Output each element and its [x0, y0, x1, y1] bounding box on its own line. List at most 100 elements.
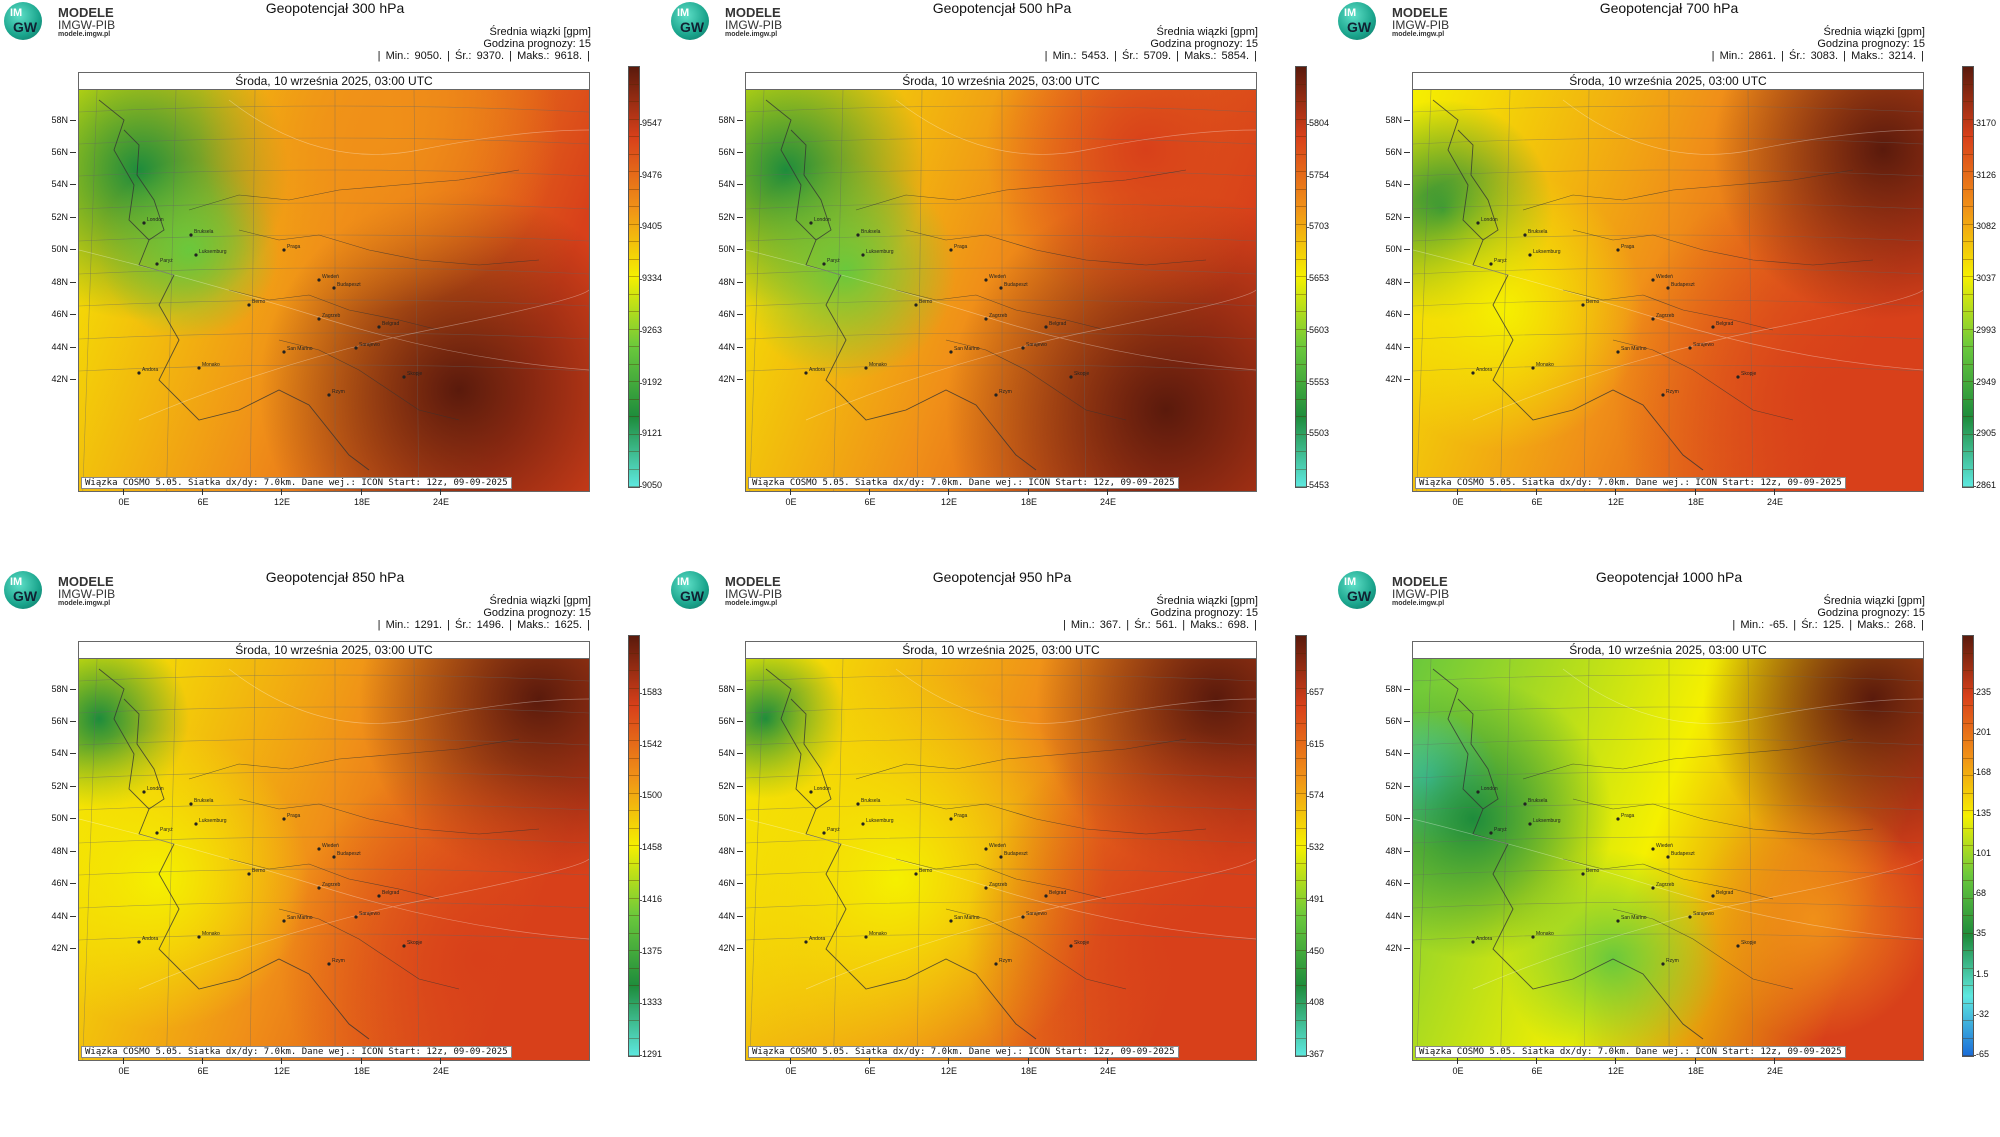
city-label: Luksemburg: [866, 818, 894, 824]
color-bar-segment: [629, 724, 639, 741]
latitude-label: 42N: [1372, 943, 1410, 953]
forecast-panel-2: IM GW MODELE IMGW-PIB modele.imgw.pl Geo…: [667, 0, 1333, 568]
latitude-line: [746, 803, 1256, 811]
city-label: Wiedeń: [322, 274, 339, 280]
min-label: Min.:: [385, 50, 410, 62]
min-value: 367.: [1099, 619, 1122, 631]
city-label: Bruksela: [861, 798, 881, 804]
color-bar-segment: [629, 470, 639, 487]
color-bar-segment: [1963, 260, 1973, 277]
latitude-line: [1413, 332, 1923, 340]
forecast-panel-5: IM GW MODELE IMGW-PIB modele.imgw.pl Geo…: [667, 569, 1333, 1137]
imgw-logo[interactable]: IM GW MODELE IMGW-PIB modele.imgw.pl: [2, 571, 152, 613]
color-bar-label: 3170: [1976, 118, 1997, 128]
map-field[interactable]: London Bruksela Paryż Luksemburg Praga Wiedeń…: [79, 90, 589, 491]
color-bar-segment: [1296, 899, 1306, 916]
color-bar-segment: [1296, 295, 1306, 312]
org-name: IMGW-PIB: [58, 587, 116, 601]
brand-name: MODELE: [1392, 5, 1448, 20]
color-bar-tick: [639, 848, 642, 850]
org-name: IMGW-PIB: [58, 18, 116, 32]
imgw-logo[interactable]: IM GW MODELE IMGW-PIB modele.imgw.pl: [2, 2, 152, 44]
color-bar-tick: [1306, 175, 1309, 177]
city-marker: [1711, 325, 1715, 329]
color-bar-segment: [629, 689, 639, 706]
map-date: Środa, 10 września 2025, 03:00 UTC: [79, 642, 589, 659]
color-bar-segment: [1296, 155, 1306, 172]
color-bar-segment: [1963, 67, 1973, 85]
coastline: [98, 668, 370, 1040]
color-bar-label: 2905: [1976, 428, 1997, 439]
latitude-line: [746, 267, 1256, 275]
color-bar-tick: [1306, 279, 1309, 281]
color-bar-segment: [1296, 417, 1306, 435]
city-label: Bruksela: [194, 798, 214, 804]
forecast-panel-3: IM GW MODELE IMGW-PIB modele.imgw.pl Geo…: [1334, 0, 2000, 568]
city-marker: [1581, 303, 1585, 307]
city-label: Berno: [1586, 868, 1600, 874]
map-field[interactable]: London Bruksela Paryż Luksemburg Praga Wiedeń…: [746, 659, 1256, 1060]
imgw-logo[interactable]: IM GW MODELE IMGW-PIB modele.imgw.pl: [1336, 571, 1486, 613]
map-frame[interactable]: Środa, 10 września 2025, 03:00 UTC Londo…: [78, 641, 590, 1061]
max-value: 3214.: [1888, 50, 1917, 62]
map-frame[interactable]: Środa, 10 września 2025, 03:00 UTC Londo…: [745, 72, 1257, 492]
latitude-label: 54N: [38, 748, 76, 758]
color-bar: [1962, 635, 1974, 1057]
city-marker: [984, 278, 988, 282]
map-field[interactable]: London Bruksela Paryż Luksemburg Praga Wiedeń…: [746, 90, 1256, 491]
min-label: Min.:: [1052, 50, 1077, 62]
city-marker: [332, 286, 336, 290]
longitude-line: [1416, 90, 1432, 491]
map-field[interactable]: London Bruksela Paryż Luksemburg Praga Wiedeń…: [1413, 90, 1923, 491]
map-frame[interactable]: Środa, 10 września 2025, 03:00 UTC Londo…: [1412, 641, 1924, 1061]
color-bar-segment: [1296, 242, 1306, 260]
latitude-line: [1413, 836, 1923, 844]
mean-value: 125.: [1822, 619, 1845, 631]
map-frame[interactable]: Środa, 10 września 2025, 03:00 UTC Londo…: [745, 641, 1257, 1061]
coastline: [765, 99, 1037, 471]
contour-line: [1413, 668, 1923, 990]
city-label: Berno: [1586, 299, 1600, 305]
city-label: Monako: [202, 931, 220, 937]
map-field[interactable]: London Bruksela Paryż Luksemburg Praga Wiedeń…: [79, 659, 589, 1060]
city-marker: [317, 847, 321, 851]
color-bar-label: 1500: [642, 790, 663, 801]
city-marker: [327, 962, 331, 966]
color-bar-label: 450: [1309, 945, 1325, 956]
city-marker: [1688, 346, 1692, 350]
color-bar-segment: [1296, 986, 1306, 1004]
color-bar-segment: [629, 330, 639, 347]
city-marker: [1661, 962, 1665, 966]
latitude-label: 54N: [38, 179, 76, 189]
max-value: 698.: [1227, 619, 1250, 631]
city-marker: [317, 278, 321, 282]
color-bar-segment: [629, 671, 639, 689]
min-value: 2861.: [1748, 50, 1776, 62]
color-bar-tick: [639, 382, 642, 384]
city-marker: [856, 233, 860, 237]
imgw-logo[interactable]: IM GW MODELE IMGW-PIB modele.imgw.pl: [1336, 2, 1486, 44]
color-bar-segment: [1296, 1004, 1306, 1021]
color-bar-segment: [1963, 794, 1973, 811]
map-frame[interactable]: Środa, 10 września 2025, 03:00 UTC Londo…: [1412, 72, 1924, 492]
city-marker: [1021, 346, 1025, 350]
stats-sep: |: [1843, 50, 1847, 62]
color-bar-segment: [629, 776, 639, 794]
imgw-logo[interactable]: IM GW MODELE IMGW-PIB modele.imgw.pl: [669, 2, 819, 44]
city-marker: [1651, 317, 1655, 321]
city-label: Skopje: [407, 371, 423, 377]
map-frame[interactable]: Środa, 10 września 2025, 03:00 UTC Londo…: [78, 72, 590, 492]
stats-sep: |: [447, 619, 450, 631]
imgw-logo[interactable]: IM GW MODELE IMGW-PIB modele.imgw.pl: [669, 571, 819, 613]
city-label: Berno: [252, 299, 266, 305]
mean-label: Śr.:: [1134, 619, 1151, 631]
city-marker: [317, 317, 321, 321]
color-bar-label: 1.5: [1976, 968, 1989, 979]
color-bar-segment: [1963, 400, 1973, 417]
color-bar-segment: [1296, 330, 1306, 347]
city-marker: [864, 935, 868, 939]
map-field[interactable]: London Bruksela Paryż Luksemburg Praga Wiedeń…: [1413, 659, 1923, 1060]
stats-sep: |: [1254, 619, 1257, 631]
color-bar-label: 1375: [642, 945, 663, 956]
latitude-line: [79, 738, 589, 746]
